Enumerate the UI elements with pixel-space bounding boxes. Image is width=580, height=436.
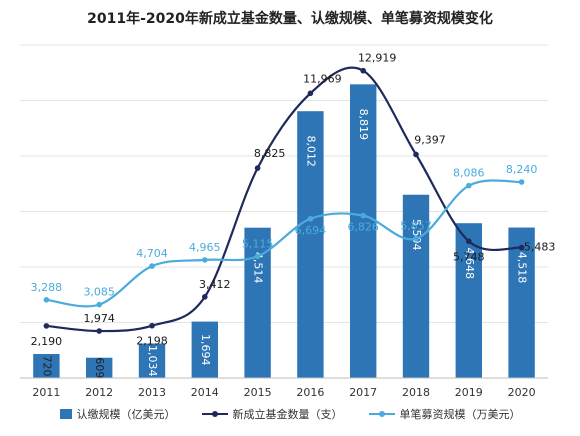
bar-data-label: 8,012 xyxy=(304,135,317,167)
line-data-label: 5,483 xyxy=(524,241,556,254)
bar xyxy=(455,223,482,378)
line-point xyxy=(96,328,102,334)
bar-data-label: 720 xyxy=(40,356,53,377)
line-data-label: 3,085 xyxy=(83,286,115,299)
bar-series xyxy=(33,84,535,378)
line-point xyxy=(413,235,419,242)
x-tick-label: 2019 xyxy=(455,386,483,399)
line-data-label: 8,086 xyxy=(453,167,485,180)
bar-data-label: 4,514 xyxy=(252,252,265,284)
line-data-label: 5,748 xyxy=(453,250,485,263)
line-point xyxy=(307,90,314,97)
line-data-label: 6,826 xyxy=(347,221,379,234)
line-point xyxy=(518,179,525,185)
bar xyxy=(350,84,377,378)
line-data-label: 5,857 xyxy=(400,220,432,233)
bar xyxy=(191,321,218,378)
line-point xyxy=(360,67,367,74)
line-series xyxy=(43,66,525,334)
x-tick-label: 2020 xyxy=(508,386,536,399)
line-point xyxy=(202,294,208,300)
bar xyxy=(297,111,324,378)
line-point xyxy=(254,253,261,260)
line-point xyxy=(43,323,50,329)
line-point xyxy=(202,257,208,263)
bar-data-label: 1,034 xyxy=(146,345,159,377)
line-data-label: 12,919 xyxy=(358,52,397,65)
line-point xyxy=(466,238,472,245)
line-point xyxy=(254,165,261,171)
legend-label-fund-count: 新成立基金数量（支） xyxy=(232,408,343,421)
line-point xyxy=(466,182,472,189)
line-data-label: 2,190 xyxy=(31,335,63,348)
line-data-label: 1,974 xyxy=(83,312,115,325)
line-data-label: 6,694 xyxy=(295,224,327,237)
line-data-label: 3,412 xyxy=(199,278,231,291)
bar-data-label: 609 xyxy=(93,357,106,378)
line-data-labels: 2,190 1,974 2,198 3,412 8,825 11,969 12,919 9,3… xyxy=(31,52,556,348)
line-point xyxy=(307,215,314,222)
bar-data-label: 8,819 xyxy=(357,109,370,141)
x-tick-label: 2016 xyxy=(296,386,324,399)
x-tick-label: 2012 xyxy=(85,386,113,399)
line-point xyxy=(518,244,525,251)
bar xyxy=(508,227,535,378)
series-line xyxy=(46,66,522,333)
bar-data-label: 1,694 xyxy=(199,334,212,366)
bar-data-label: 5,504 xyxy=(410,219,423,251)
line-point xyxy=(360,212,367,219)
line-data-label: 5,115 xyxy=(242,237,274,250)
legend-item-fund-count: 新成立基金数量（支） xyxy=(201,406,343,422)
legend-label-bar: 认缴规模（亿美元） xyxy=(76,408,176,421)
line-data-label: 9,397 xyxy=(414,133,446,146)
x-tick-label: 2013 xyxy=(138,386,166,399)
bar-data-label: 4,518 xyxy=(516,252,529,284)
line-data-label: 8,825 xyxy=(254,147,286,160)
bar-data-labels: 720 609 1,034 1,694 4,514 8,012 8,819 5,504 4,64… xyxy=(40,109,528,379)
line-point xyxy=(43,296,50,303)
x-tick-label: 2017 xyxy=(349,386,377,399)
bar-data-label: 4,648 xyxy=(463,247,476,279)
legend-item-bar: 认缴规模（亿美元） xyxy=(59,406,176,422)
legend-swatch-single-size xyxy=(368,409,395,419)
line-data-label: 2,198 xyxy=(136,335,168,348)
line-data-label: 4,965 xyxy=(189,241,221,254)
line-point xyxy=(96,301,102,308)
line-point xyxy=(413,151,419,158)
legend-swatch-fund-count xyxy=(201,409,228,419)
x-tick-label: 2011 xyxy=(32,386,60,399)
bar xyxy=(402,194,430,378)
bar xyxy=(86,357,113,378)
line-data-label: 4,704 xyxy=(136,247,168,260)
legend-label-single-size: 单笔募资规模（万美元） xyxy=(399,408,521,421)
bar xyxy=(33,354,60,378)
series-line xyxy=(46,179,522,308)
line-data-label: 8,240 xyxy=(506,163,538,176)
x-tick-label: 2015 xyxy=(244,386,272,399)
x-tick-label: 2018 xyxy=(402,386,430,399)
x-tick-label: 2014 xyxy=(191,386,219,399)
legend-swatch-bar xyxy=(59,409,72,419)
line-data-label: 3,288 xyxy=(31,281,63,294)
line-point xyxy=(149,322,155,329)
line-point xyxy=(149,263,155,269)
legend-item-single-size: 单笔募资规模（万美元） xyxy=(368,406,521,422)
x-axis: 2011 2012 2013 2014 2015 2016 2017 2018 2019 2020 xyxy=(20,377,548,399)
line-data-label: 11,969 xyxy=(303,72,342,85)
bar xyxy=(138,343,166,378)
legend: 认缴规模（亿美元） 新成立基金数量（支） 单笔募资规模（万美元） xyxy=(0,406,580,422)
chart-title: 2011年-2020年新成立基金数量、认缴规模、单笔募资规模变化 xyxy=(87,11,493,27)
